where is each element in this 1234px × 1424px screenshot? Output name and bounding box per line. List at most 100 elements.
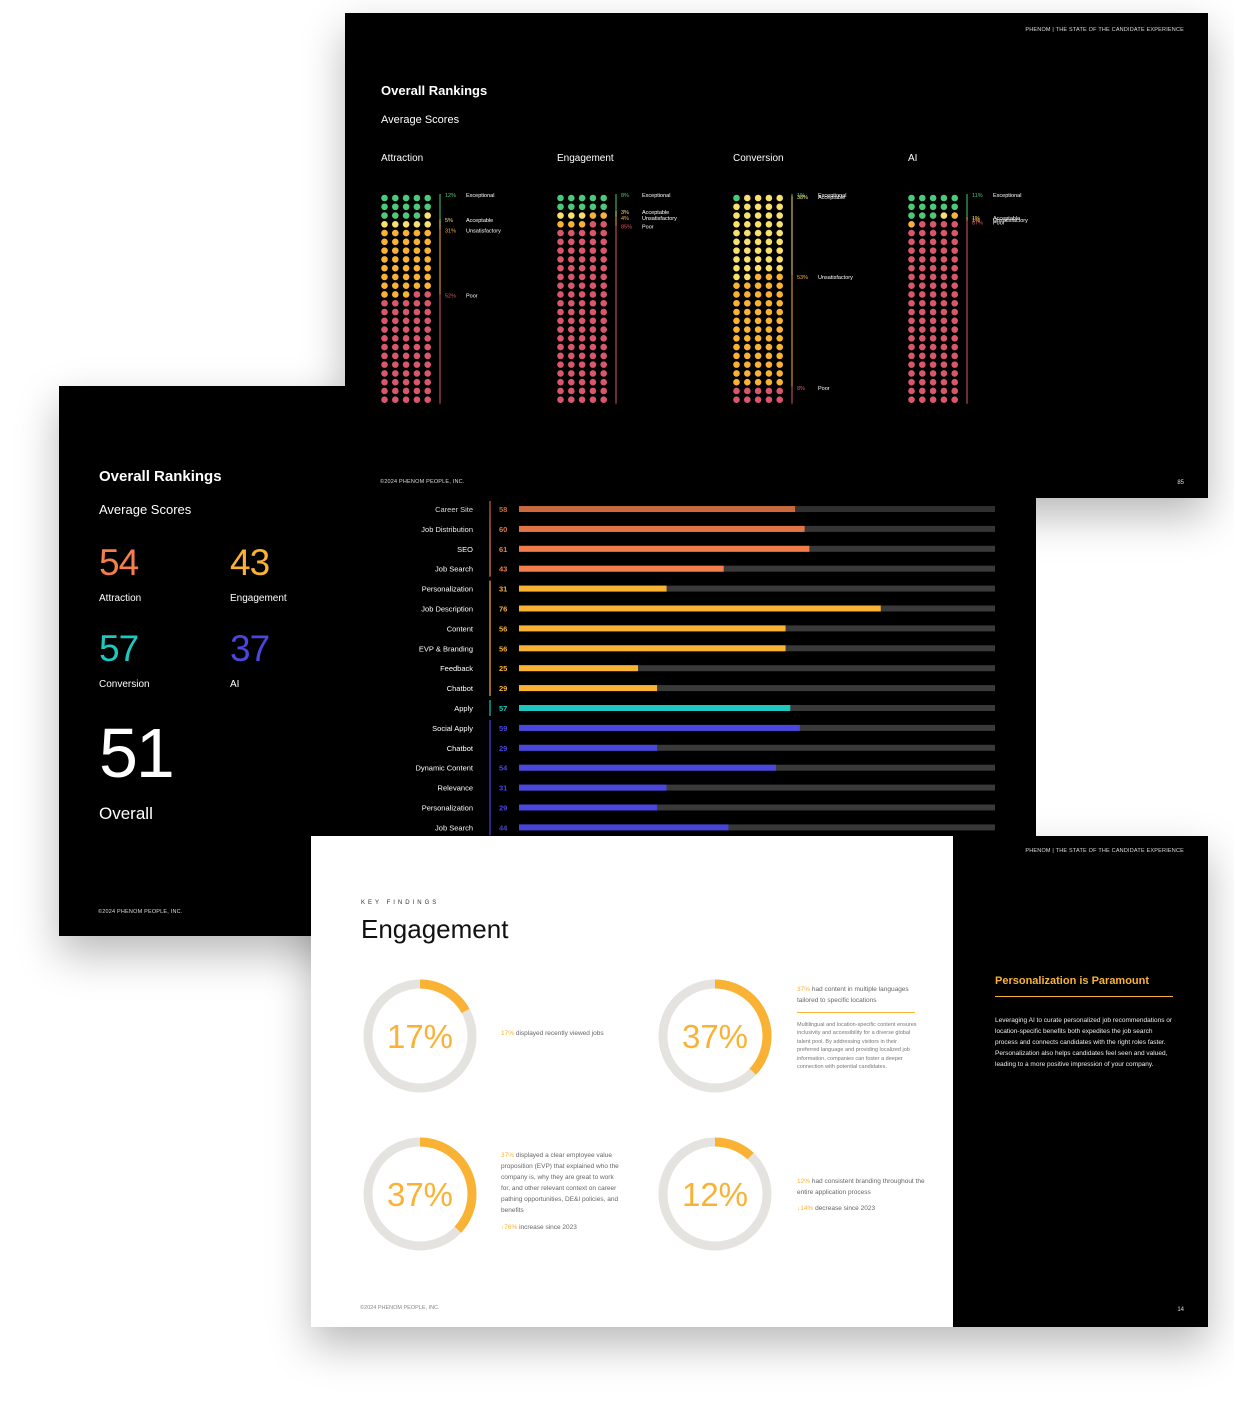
- rating-dot: [402, 221, 410, 228]
- rating-dot: [381, 378, 388, 386]
- rating-dot: [919, 299, 926, 307]
- rating-dot: [765, 291, 773, 298]
- finding-change: ↓14% decrease since 2023: [797, 1205, 876, 1212]
- bar-category-label: Job Search: [435, 823, 473, 832]
- donut-arc: [363, 1137, 477, 1251]
- rating-dot: [776, 361, 783, 368]
- bar: [519, 625, 786, 632]
- overall-score-label: Overall: [99, 804, 153, 823]
- rating-dot: [589, 212, 597, 219]
- rating-dot: [733, 264, 740, 272]
- rating-dot: [951, 387, 958, 395]
- rating-dot: [402, 326, 410, 333]
- rating-dot: [908, 378, 915, 386]
- copyright: ©2024 PHENOM PEOPLE, INC.: [98, 909, 183, 915]
- bar-track: [519, 685, 995, 692]
- rating-dot: [908, 273, 915, 281]
- rating-dot: [402, 352, 410, 360]
- bar-value-label: 58: [499, 505, 507, 514]
- bar-category-label: Apply: [454, 704, 473, 713]
- segment-rating: Exceptional: [993, 193, 1021, 199]
- rating-dot: [908, 264, 915, 272]
- rating-dot: [589, 291, 597, 298]
- rating-dot: [733, 273, 740, 281]
- score-label: AI: [230, 679, 240, 690]
- rating-dot: [413, 396, 421, 404]
- rankings-slide: 12% Exceptional 5% Acceptable 31% Unsatisfact…: [345, 13, 1208, 498]
- rating-dot: [589, 221, 597, 228]
- rating-dot: [940, 370, 948, 377]
- rating-dot: [413, 221, 421, 228]
- rating-dot: [940, 396, 948, 404]
- rating-dot: [765, 396, 773, 404]
- bar-track: [519, 565, 995, 572]
- rating-dot: [744, 264, 751, 272]
- bar-track: [519, 665, 995, 672]
- bar-category-label: EVP & Branding: [419, 644, 473, 653]
- bar-category-label: SEO: [457, 545, 473, 554]
- rating-dot: [424, 238, 431, 246]
- rating-dot: [919, 247, 926, 254]
- score-conversion: 57 Conversion: [99, 630, 219, 690]
- bar-category-label: Job Distribution: [421, 525, 473, 534]
- bar-category-label: Personalization: [422, 585, 473, 594]
- rating-dot: [557, 308, 564, 316]
- rating-dot: [776, 370, 783, 377]
- rating-dot: [402, 194, 410, 202]
- rating-dot: [381, 308, 388, 316]
- rating-dot: [392, 238, 399, 246]
- rating-dot: [568, 308, 575, 316]
- rating-dot: [600, 238, 607, 246]
- rating-dot: [733, 378, 740, 386]
- rating-dot: [381, 335, 388, 342]
- rating-dot: [940, 335, 948, 342]
- rating-dot: [940, 264, 948, 272]
- rating-dot: [578, 229, 586, 237]
- rating-dot: [940, 378, 948, 386]
- bar: [519, 665, 638, 672]
- rating-dot: [765, 238, 773, 246]
- rating-dot: [392, 387, 399, 395]
- rating-dot: [765, 221, 773, 228]
- rating-dot: [381, 194, 388, 202]
- rating-dot: [776, 335, 783, 342]
- rating-dot: [929, 212, 937, 219]
- summary-slide: Overall Rankings Average Scores 54 Attra…: [59, 386, 355, 936]
- rating-dot: [413, 343, 421, 351]
- rating-dot: [392, 396, 399, 404]
- rating-dot: [908, 387, 915, 395]
- rating-dot: [424, 273, 431, 281]
- rating-dot: [744, 212, 751, 219]
- rating-dot: [951, 308, 958, 316]
- rating-dot: [381, 326, 388, 333]
- rating-dot: [413, 247, 421, 254]
- rating-dot: [744, 352, 751, 360]
- rating-dot: [424, 378, 431, 386]
- rating-dot: [733, 317, 740, 325]
- bar: [519, 545, 810, 552]
- rating-dot: [589, 378, 597, 386]
- bar-category-label: Relevance: [438, 784, 473, 793]
- segment-rating: Exceptional: [642, 193, 670, 199]
- rating-dot: [776, 256, 783, 263]
- rating-dot: [557, 273, 564, 281]
- rating-dot: [754, 256, 762, 263]
- rating-dot: [765, 387, 773, 395]
- rating-dot: [413, 264, 421, 272]
- rating-dot: [951, 291, 958, 298]
- rating-dot: [589, 299, 597, 307]
- rating-dot: [402, 212, 410, 219]
- rating-dot: [765, 378, 773, 386]
- bar: [519, 784, 667, 791]
- bar-value-label: 29: [499, 744, 507, 753]
- rating-dot: [424, 370, 431, 377]
- rating-dot: [929, 299, 937, 307]
- donut-value: 37%: [387, 1176, 453, 1213]
- rating-dot: [908, 194, 915, 202]
- rating-dot: [919, 229, 926, 237]
- rating-dot: [951, 378, 958, 386]
- rating-dot: [424, 221, 431, 228]
- rating-dot: [381, 229, 388, 237]
- rating-dot: [568, 247, 575, 254]
- rating-dot: [744, 396, 751, 404]
